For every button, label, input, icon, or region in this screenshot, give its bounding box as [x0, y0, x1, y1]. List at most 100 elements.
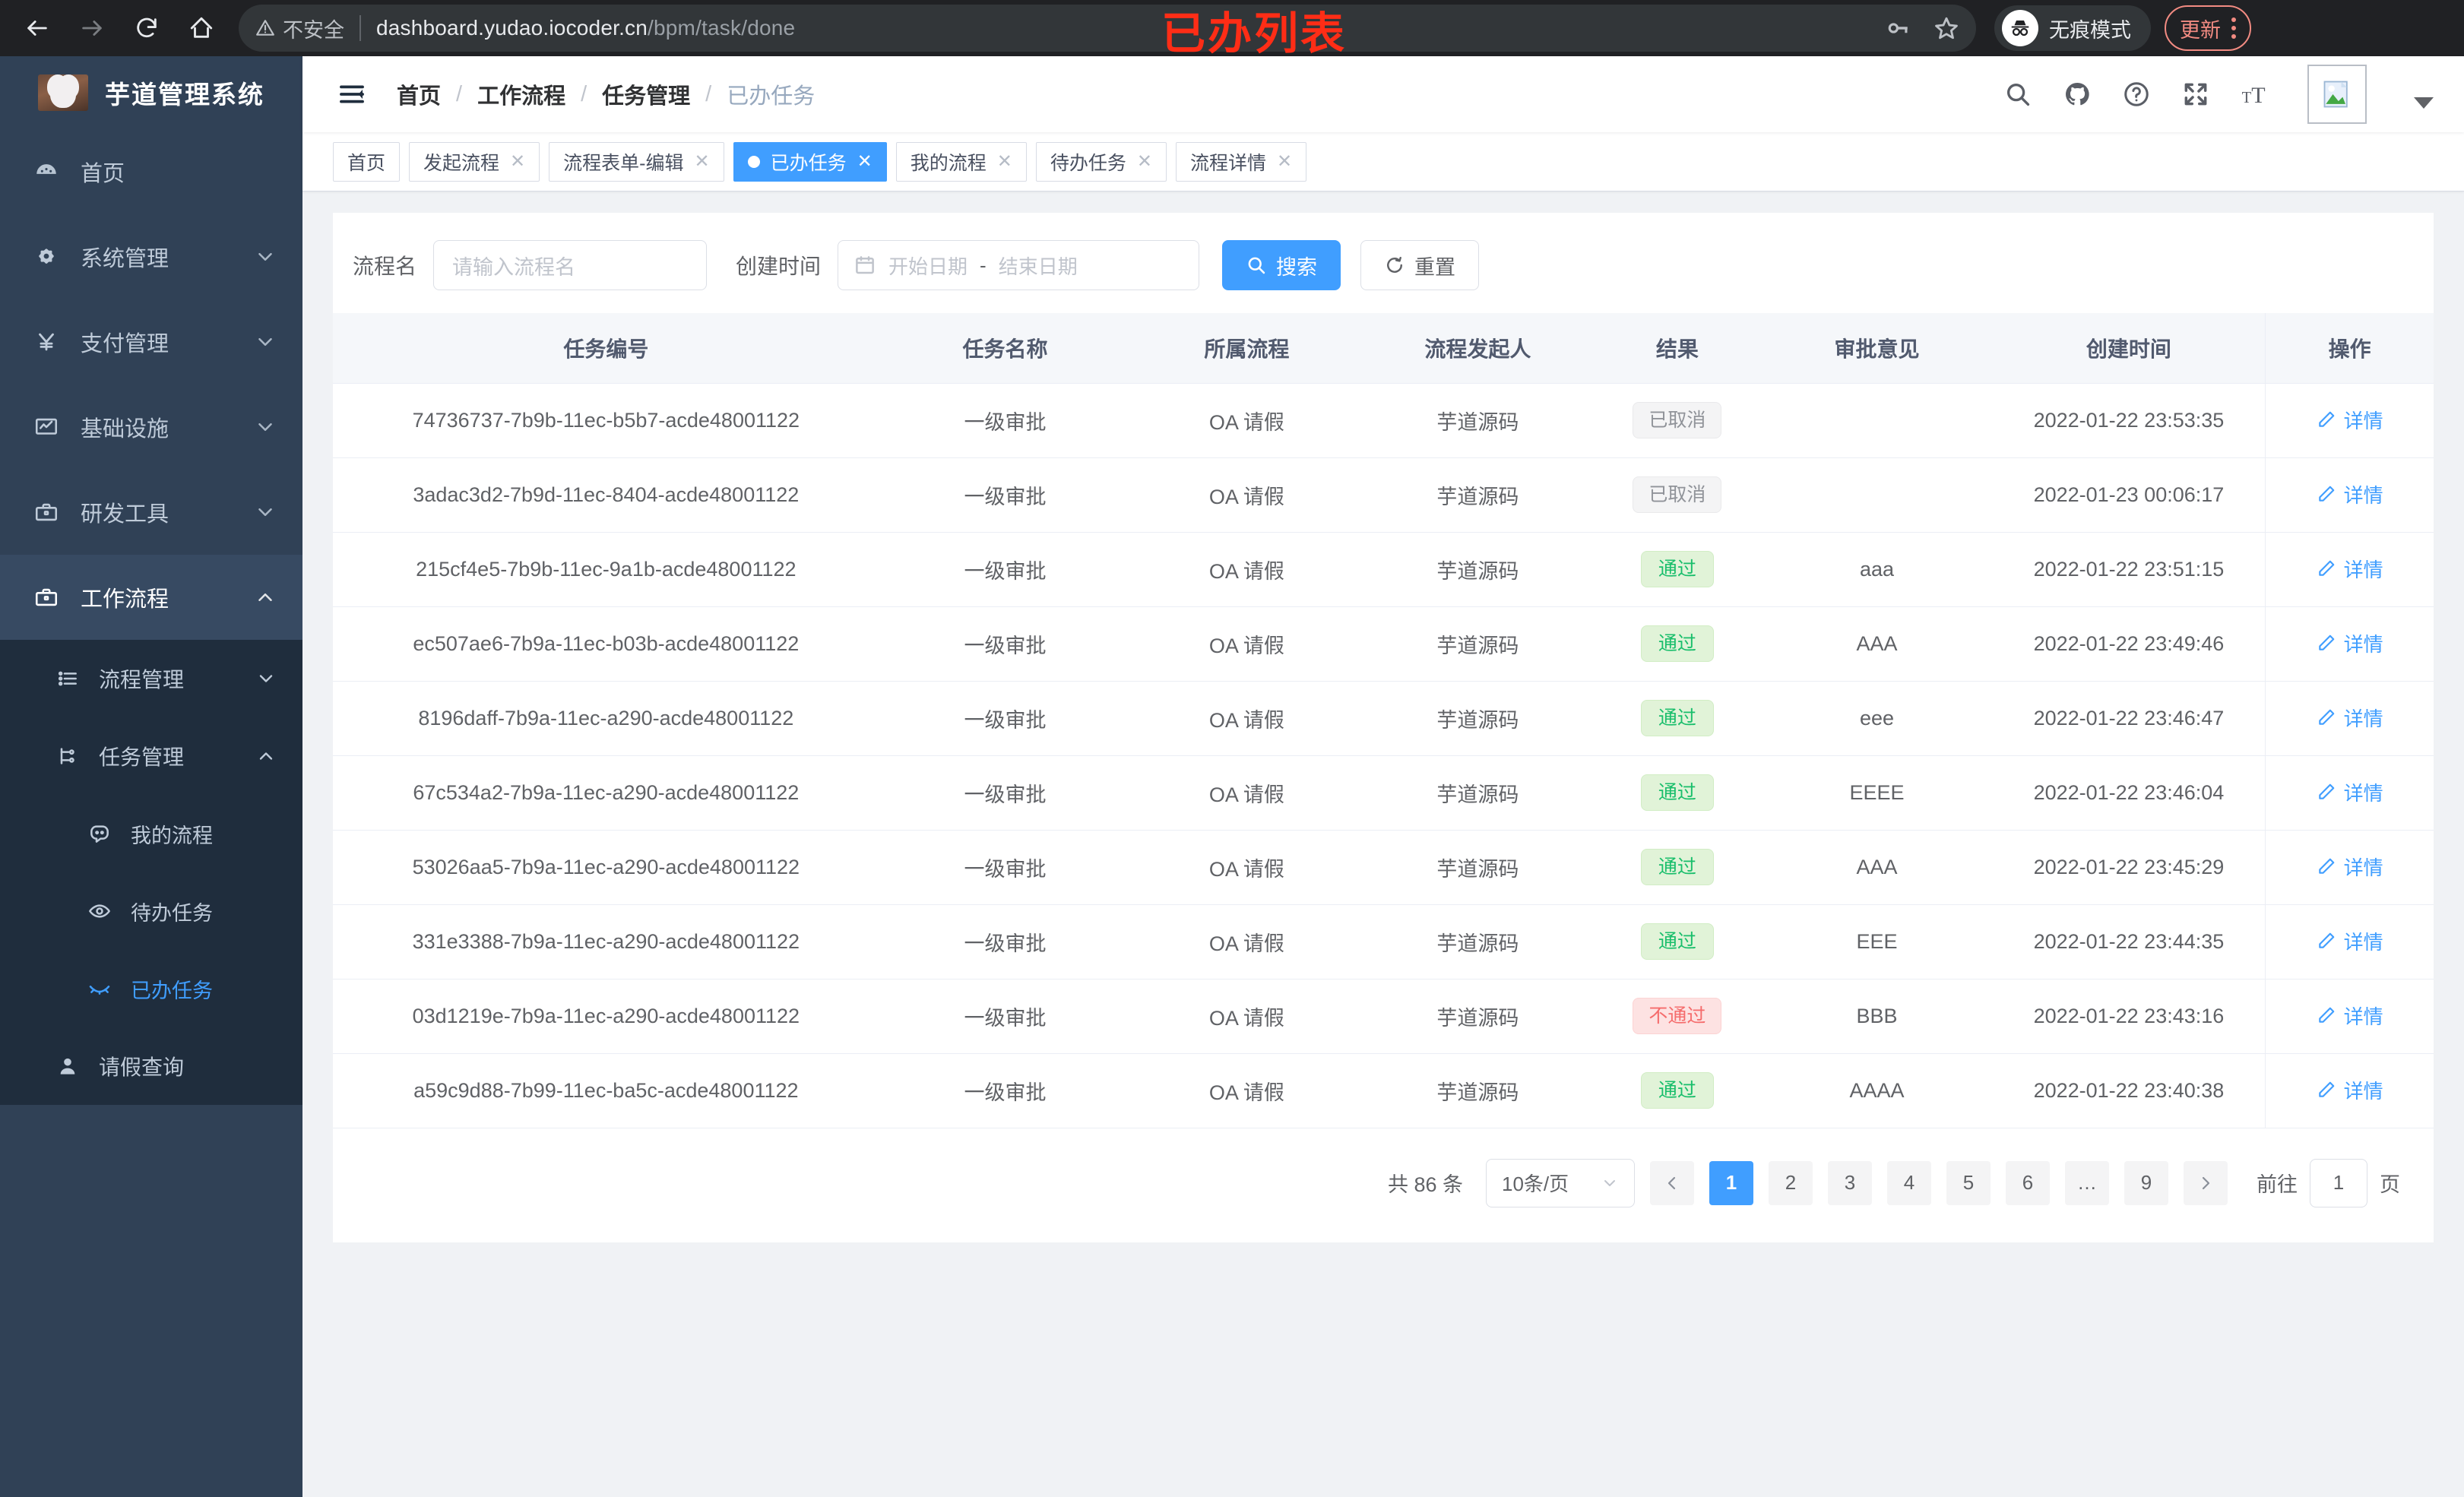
update-button[interactable]: 更新 — [2165, 5, 2251, 51]
detail-link[interactable]: 详情 — [2317, 778, 2383, 806]
col-created-time[interactable]: 创建时间 — [1992, 313, 2266, 384]
sidebar-item-workflow[interactable]: 工作流程 — [0, 555, 302, 640]
cell-task-name: 一级审批 — [879, 532, 1132, 607]
sidebar-item-leave-query[interactable]: 请假查询 — [0, 1027, 302, 1105]
security-indicator[interactable]: 不安全 — [255, 14, 344, 43]
sidebar-item-my-process[interactable]: 我的流程 — [0, 795, 302, 872]
sidebar-item-todo-tasks[interactable]: 待办任务 — [0, 872, 302, 950]
sidebar-item-home[interactable]: 首页 — [0, 129, 302, 214]
cell-task-id: 215cf4e5-7b9b-11ec-9a1b-acde48001122 — [333, 532, 879, 607]
close-icon[interactable]: ✕ — [1276, 150, 1293, 172]
col-process[interactable]: 所属流程 — [1131, 313, 1363, 384]
col-operation[interactable]: 操作 — [2265, 313, 2434, 384]
incognito-indicator[interactable]: 无痕模式 — [1994, 5, 2151, 51]
col-task-name[interactable]: 任务名称 — [879, 313, 1132, 384]
tab-process-detail[interactable]: 流程详情 ✕ — [1175, 141, 1307, 182]
breadcrumb-item-0[interactable]: 首页 — [397, 84, 442, 109]
brand[interactable]: 芋道管理系统 — [0, 56, 302, 129]
page-button-5[interactable]: 5 — [1946, 1160, 1991, 1205]
col-task-id[interactable]: 任务编号 — [333, 313, 879, 384]
tab-home[interactable]: 首页 — [333, 141, 401, 182]
tab-process-form-edit[interactable]: 流程表单-编辑 ✕ — [549, 141, 724, 182]
cell-initiator: 芋道源码 — [1362, 1053, 1594, 1128]
home-button[interactable] — [178, 5, 225, 52]
key-icon[interactable] — [1885, 15, 1911, 41]
col-comment[interactable]: 审批意见 — [1761, 313, 1993, 384]
prev-page-button[interactable] — [1650, 1160, 1694, 1205]
chevron-down-icon[interactable] — [2414, 97, 2434, 109]
cell-operation: 详情 — [2265, 457, 2434, 533]
tab-label: 我的流程 — [910, 152, 987, 174]
detail-link[interactable]: 详情 — [2317, 853, 2383, 881]
created-time-range-picker[interactable]: 开始日期 - 结束日期 — [838, 240, 1200, 290]
sidebar-item-devtools[interactable]: 研发工具 — [0, 470, 302, 555]
page-button-3[interactable]: 3 — [1828, 1160, 1872, 1205]
detail-link[interactable]: 详情 — [2317, 629, 2383, 657]
edit-pencil-icon — [2318, 1007, 2334, 1023]
col-result[interactable]: 结果 — [1593, 313, 1762, 384]
detail-link[interactable]: 详情 — [2317, 1002, 2383, 1030]
kebab-menu-icon[interactable] — [2231, 17, 2236, 39]
detail-link-label: 详情 — [2343, 632, 2383, 656]
avatar[interactable] — [2307, 65, 2367, 124]
page-button-1[interactable]: 1 — [1709, 1160, 1753, 1205]
page-ellipsis[interactable]: … — [2065, 1160, 2109, 1205]
page-button-2[interactable]: 2 — [1769, 1160, 1813, 1205]
page-button-9[interactable]: 9 — [2124, 1160, 2168, 1205]
back-button[interactable] — [14, 5, 61, 52]
cell-comment: AAAA — [1761, 1053, 1993, 1128]
next-page-button[interactable] — [2184, 1160, 2228, 1205]
close-icon[interactable]: ✕ — [694, 150, 710, 172]
search-icon[interactable] — [2002, 78, 2034, 110]
close-icon[interactable]: ✕ — [1136, 150, 1152, 172]
close-icon[interactable]: ✕ — [857, 150, 873, 172]
tab-done-tasks[interactable]: 已办任务 ✕ — [733, 141, 887, 182]
page-button-4[interactable]: 4 — [1887, 1160, 1931, 1205]
close-icon[interactable]: ✕ — [510, 150, 526, 172]
star-icon[interactable] — [1934, 15, 1959, 41]
github-icon[interactable] — [2061, 78, 2093, 110]
sidebar-item-done-tasks[interactable]: 已办任务 — [0, 950, 302, 1027]
cell-process: OA 请假 — [1131, 904, 1363, 980]
sidebar-item-process-management[interactable]: 流程管理 — [0, 640, 302, 717]
hamburger-icon[interactable] — [336, 78, 368, 110]
tab-todo-tasks[interactable]: 待办任务 ✕ — [1035, 141, 1167, 182]
process-name-input[interactable]: 请输入流程名 — [433, 240, 708, 290]
cell-process: OA 请假 — [1131, 457, 1363, 533]
sidebar-item-payment[interactable]: 支付管理 — [0, 299, 302, 385]
start-date-placeholder: 开始日期 — [888, 255, 968, 278]
sidebar-item-task-management[interactable]: 任务管理 — [0, 717, 302, 795]
tab-my-process[interactable]: 我的流程 ✕ — [895, 141, 1027, 182]
detail-link-label: 详情 — [2343, 707, 2383, 730]
breadcrumb-item-1[interactable]: 工作流程 — [477, 84, 566, 109]
reset-button[interactable]: 重置 — [1360, 240, 1480, 290]
cell-operation: 详情 — [2265, 383, 2434, 458]
fullscreen-icon[interactable] — [2180, 78, 2212, 110]
page-jump-input[interactable]: 1 — [2310, 1158, 2367, 1207]
cell-task-id: 331e3388-7b9a-11ec-a290-acde48001122 — [333, 904, 879, 980]
detail-link[interactable]: 详情 — [2317, 480, 2383, 508]
page-size-select[interactable]: 10条/页 — [1486, 1158, 1635, 1207]
reload-button[interactable] — [123, 5, 170, 52]
cell-created-time: 2022-01-22 23:44:35 — [1992, 904, 2266, 980]
col-initiator[interactable]: 流程发起人 — [1362, 313, 1594, 384]
page-button-6[interactable]: 6 — [2006, 1160, 2050, 1205]
address-bar[interactable]: 不安全 dashboard.yudao.iocoder.cn/bpm/task/… — [239, 5, 1976, 52]
cell-process: OA 请假 — [1131, 830, 1363, 905]
sidebar-item-infrastructure[interactable]: 基础设施 — [0, 385, 302, 470]
detail-link[interactable]: 详情 — [2317, 927, 2383, 955]
detail-link[interactable]: 详情 — [2317, 406, 2383, 434]
forward-button[interactable] — [68, 5, 116, 52]
breadcrumb-item-2[interactable]: 任务管理 — [602, 84, 691, 109]
detail-link[interactable]: 详情 — [2317, 704, 2383, 732]
sidebar-item-system[interactable]: 系统管理 — [0, 214, 302, 299]
detail-link[interactable]: 详情 — [2317, 555, 2383, 583]
sidebar-item-label: 研发工具 — [81, 502, 169, 527]
forward-arrow-icon — [82, 21, 102, 36]
close-icon[interactable]: ✕ — [996, 150, 1012, 172]
tab-start-process[interactable]: 发起流程 ✕ — [409, 141, 540, 182]
help-circle-icon[interactable] — [2120, 78, 2152, 110]
detail-link[interactable]: 详情 — [2317, 1076, 2383, 1104]
search-button[interactable]: 搜索 — [1222, 240, 1341, 290]
